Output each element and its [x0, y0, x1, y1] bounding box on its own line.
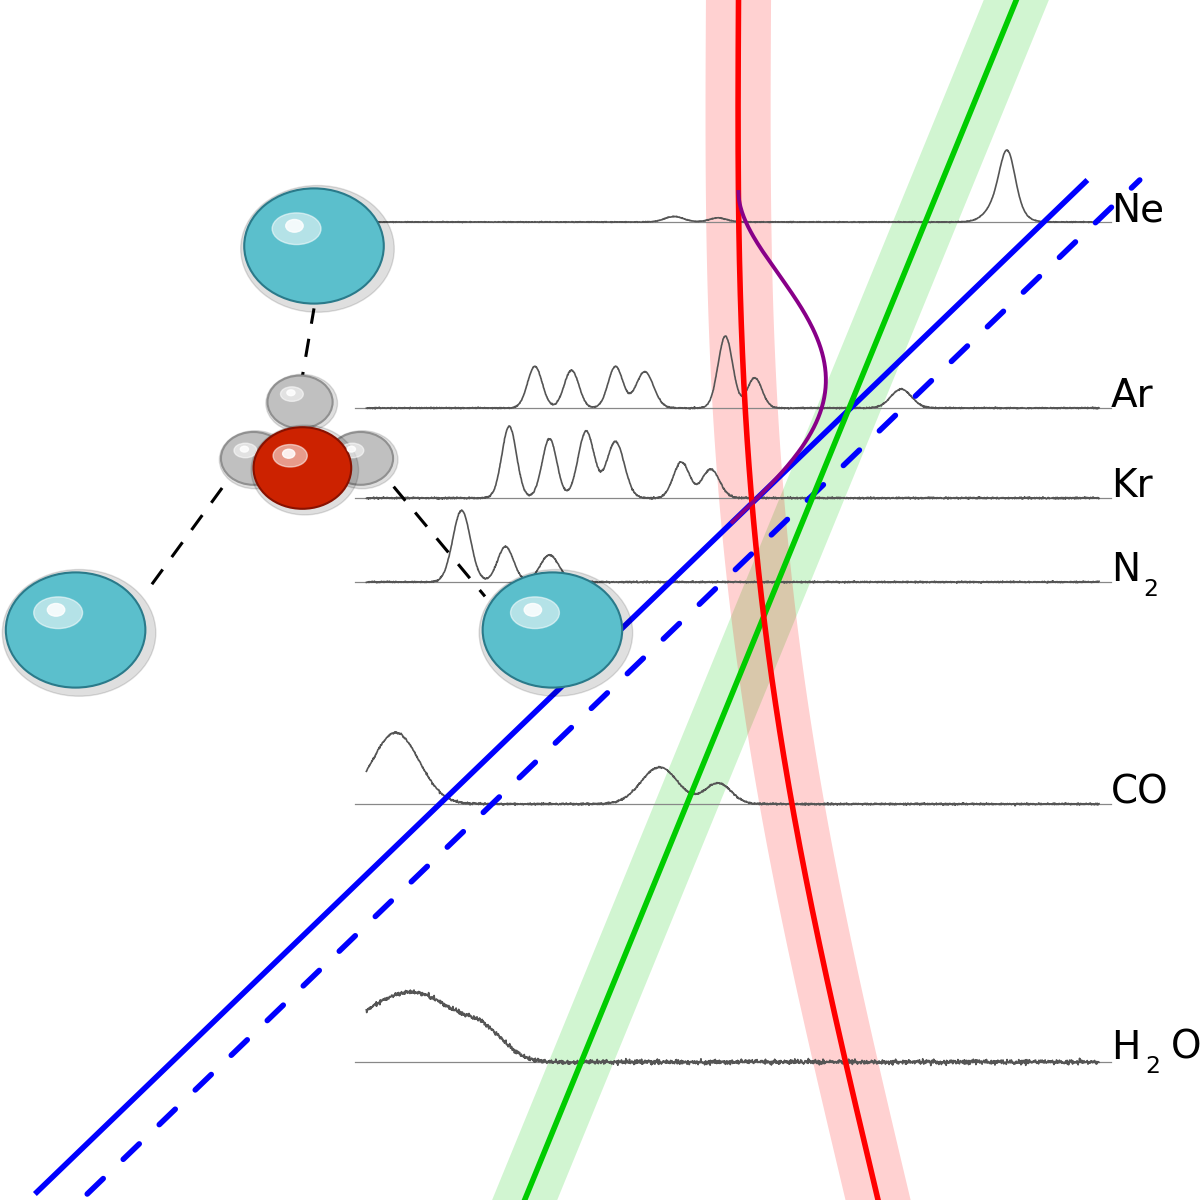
Ellipse shape: [524, 604, 541, 616]
Polygon shape: [706, 0, 925, 1200]
Ellipse shape: [241, 186, 395, 312]
Ellipse shape: [347, 446, 355, 452]
Ellipse shape: [268, 376, 332, 428]
Ellipse shape: [240, 446, 248, 452]
Ellipse shape: [6, 572, 145, 688]
Text: Ne: Ne: [1111, 191, 1164, 229]
Text: O: O: [1171, 1028, 1200, 1067]
Ellipse shape: [341, 443, 364, 457]
Ellipse shape: [245, 188, 384, 304]
Text: 2: 2: [1144, 577, 1158, 601]
Ellipse shape: [281, 386, 304, 401]
Text: N: N: [1111, 551, 1140, 589]
Ellipse shape: [266, 374, 337, 432]
Ellipse shape: [282, 449, 295, 458]
Text: CO: CO: [1111, 773, 1169, 811]
Ellipse shape: [251, 425, 359, 515]
Text: Kr: Kr: [1111, 467, 1152, 505]
Text: H: H: [1111, 1028, 1140, 1067]
Ellipse shape: [272, 212, 320, 245]
Text: Ar: Ar: [1111, 377, 1153, 415]
Ellipse shape: [221, 432, 286, 485]
Ellipse shape: [510, 596, 559, 629]
Ellipse shape: [220, 431, 290, 488]
Ellipse shape: [253, 427, 352, 509]
Ellipse shape: [286, 220, 304, 232]
Text: 2: 2: [1146, 1055, 1160, 1079]
Ellipse shape: [234, 443, 257, 457]
Ellipse shape: [47, 604, 65, 616]
Ellipse shape: [479, 570, 632, 696]
Ellipse shape: [34, 596, 83, 629]
Polygon shape: [443, 0, 1098, 1200]
Ellipse shape: [287, 390, 295, 396]
Ellipse shape: [274, 444, 307, 467]
Ellipse shape: [482, 572, 622, 688]
Ellipse shape: [326, 431, 398, 488]
Ellipse shape: [328, 432, 394, 485]
Ellipse shape: [2, 570, 156, 696]
